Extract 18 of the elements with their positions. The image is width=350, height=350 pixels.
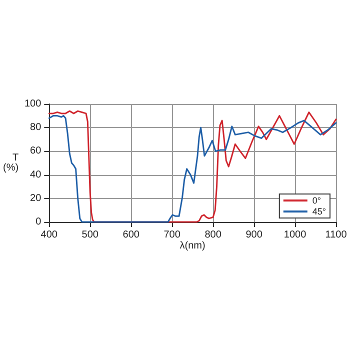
- x-tick-label: 500: [82, 230, 99, 240]
- x-axis-title: λ(nm): [180, 240, 206, 252]
- y-tick-label: 40: [30, 169, 42, 180]
- x-tick-label: 700: [164, 230, 181, 240]
- legend-label: 45°: [312, 206, 326, 216]
- x-tick-label: 1000: [284, 230, 307, 240]
- y-tick-label: 0: [36, 216, 42, 228]
- x-tick-label: 400: [40, 230, 58, 240]
- legend-label: 0°: [312, 196, 322, 206]
- y-tick-label: 100: [24, 98, 42, 110]
- y-axis-title: T (%): [2, 152, 19, 174]
- y-tick-label: 60: [30, 146, 42, 157]
- x-tick-label: 600: [122, 230, 140, 240]
- x-tick-label: 900: [246, 230, 263, 240]
- x-tick-label: 800: [204, 230, 222, 240]
- y-tick-label: 80: [30, 122, 42, 134]
- x-tick-label: 1100: [325, 230, 348, 240]
- y-tick-label: 20: [30, 192, 42, 204]
